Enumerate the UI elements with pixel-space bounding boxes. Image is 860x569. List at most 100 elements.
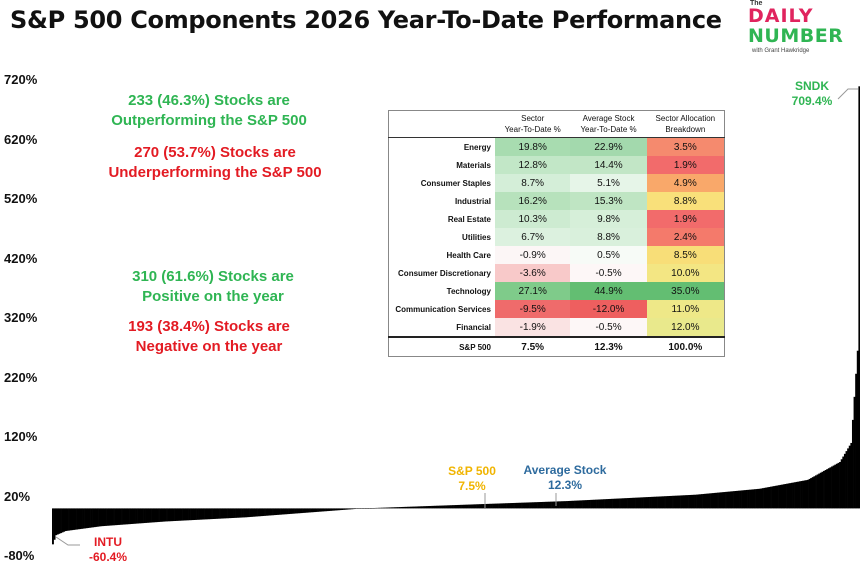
stock-bar [498, 503, 501, 509]
stock-bar [215, 508, 218, 519]
stock-bar [731, 491, 734, 509]
stock-bar [586, 500, 589, 509]
stock-bar [644, 497, 647, 509]
stock-bar [321, 508, 324, 512]
sector-row: Energy 19.8% 22.9% 3.5% [389, 137, 725, 156]
stock-bar [850, 442, 853, 509]
stock-bar [299, 508, 302, 514]
stock-bar [824, 470, 827, 509]
stock-bar [619, 498, 621, 509]
stock-bar [627, 498, 629, 509]
stock-bar [116, 508, 119, 526]
header-sector-ytd-line1: Sector [521, 114, 545, 123]
stock-bar [623, 498, 626, 509]
sector-row: Health Care -0.9% 0.5% 8.5% [389, 246, 725, 264]
sector-table-body: Energy 19.8% 22.9% 3.5% Materials 12.8% 14.4% 1… [389, 137, 725, 337]
stock-bar [569, 500, 572, 509]
stock-bar [582, 500, 585, 509]
underperform-line-1: 270 (53.7%) Stocks are [134, 144, 296, 161]
stock-bar [407, 506, 409, 509]
stock-bar [856, 350, 859, 509]
outperform-callout: 233 (46.3%) Stocks are Outperforming the… [96, 91, 322, 131]
stock-bar [763, 487, 766, 509]
stock-bar [697, 494, 700, 509]
sector-row: Materials 12.8% 14.4% 1.9% [389, 156, 725, 174]
sndk-name: SNDK [794, 79, 829, 93]
stock-bar [468, 504, 470, 509]
stock-bar [831, 466, 833, 509]
stock-bar [307, 508, 310, 513]
stock-bar [177, 508, 180, 521]
stock-bar [103, 508, 106, 527]
stock-bar [843, 453, 846, 509]
stock-bar [705, 493, 708, 509]
stock-bar [341, 508, 344, 510]
stock-bar [421, 506, 424, 509]
stock-bar [95, 508, 98, 527]
stock-bar [559, 501, 562, 509]
stock-bar [488, 503, 491, 509]
stock-bar [191, 508, 194, 521]
stock-bar [826, 469, 829, 509]
stock-bar [66, 508, 69, 531]
stock-bar [717, 492, 719, 509]
stock-bar [198, 508, 201, 520]
allocation: 1.9% [646, 210, 725, 228]
stock-bar [604, 499, 607, 509]
stock-bar [545, 501, 548, 509]
stock-bar [463, 504, 466, 509]
stock-bar [87, 508, 90, 528]
stock-bar [199, 508, 202, 520]
stock-bar [382, 507, 385, 509]
stock-bar [620, 498, 623, 509]
stock-bar [599, 499, 602, 509]
stock-bar [223, 508, 226, 519]
stock-bar [755, 489, 758, 509]
stock-bar [108, 508, 111, 526]
stock-bar [479, 504, 482, 509]
average-ytd: -0.5% [570, 318, 647, 337]
stock-bar [170, 508, 173, 522]
y-tick-label: 420% [4, 250, 38, 266]
stock-bar [313, 508, 316, 513]
stock-bar [289, 508, 292, 514]
stock-bar [227, 508, 229, 519]
stock-bar [602, 499, 605, 509]
allocation: 12.0% [646, 318, 725, 337]
stock-bar [151, 508, 154, 523]
stock-bar [172, 508, 175, 522]
allocation: 3.5% [646, 137, 725, 156]
average-ytd: 9.8% [570, 210, 647, 228]
stock-bar [323, 508, 326, 512]
stock-bar [254, 508, 257, 517]
stock-bar [325, 508, 327, 512]
stock-bar [688, 495, 691, 509]
sector-name: Real Estate [447, 214, 491, 224]
stock-bar [161, 508, 164, 522]
stock-bar [342, 508, 345, 510]
stock-bar [167, 508, 170, 522]
stock-bar [538, 502, 541, 509]
stock-bar [349, 508, 352, 510]
stock-bar [476, 504, 478, 509]
y-tick-label: 220% [4, 369, 38, 385]
stock-bar [519, 502, 522, 509]
header-allocation: Sector Allocation Breakdown [646, 110, 725, 138]
stock-bar [622, 498, 625, 509]
stock-bar [611, 498, 613, 509]
stock-bar [739, 490, 742, 509]
stock-bar [329, 508, 332, 511]
stock-bar [186, 508, 189, 521]
stock-bar [609, 498, 612, 509]
stock-bar [643, 497, 646, 509]
average-ytd: 44.9% [570, 282, 647, 300]
stock-bar [601, 499, 604, 509]
stock-bar [485, 503, 488, 509]
sector-name: Health Care [446, 250, 491, 260]
stock-bar [596, 499, 599, 509]
stock-bar [676, 495, 679, 509]
stock-bar [514, 502, 517, 509]
stock-bar [726, 491, 729, 509]
stock-bar [612, 498, 615, 509]
